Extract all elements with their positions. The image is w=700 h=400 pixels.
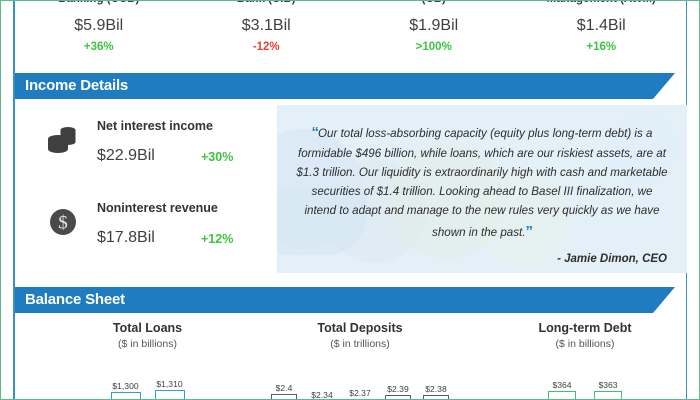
- chart-long-term-debt: Long-term Debt ($ in billions) $364 $363: [485, 321, 685, 399]
- chart-subtitle: ($ in trillions): [330, 338, 390, 350]
- income-value: $17.8Bil: [97, 229, 155, 246]
- metric-label: (CB): [350, 1, 518, 5]
- bar-shape: [594, 391, 622, 399]
- chart-subtitle: ($ in billions): [118, 338, 177, 350]
- left-guide-line: [13, 1, 15, 399]
- metric-label: Bank (CIB): [183, 1, 351, 5]
- bar-value-label: $2.4: [275, 383, 293, 393]
- bar-shape: [154, 390, 185, 399]
- bar-value-label: $2.37: [349, 388, 371, 398]
- bar-item: $2.39: [385, 384, 411, 399]
- dollar-circle-icon: $: [43, 201, 85, 243]
- metric-delta: +36%: [83, 41, 114, 53]
- metric-delta: >100%: [415, 41, 452, 53]
- chart-total-deposits: Total Deposits ($ in trillions) $2.4 $2.…: [235, 321, 485, 400]
- bar-series: $1,300 $1,310: [45, 377, 250, 399]
- bar-shape: [271, 394, 297, 399]
- bar-value-label: $363: [598, 380, 618, 390]
- ceo-quote-card: “Our total loss-absorbing capacity (equi…: [277, 105, 687, 273]
- bar-shape: [110, 392, 141, 399]
- bar-series: $2.4 $2.34 $2.37 $2.39 $2.38: [235, 377, 485, 400]
- chart-total-loans: Total Loans ($ in billions) $1,300 $1,31…: [45, 321, 250, 399]
- income-label: Net interest income: [97, 119, 214, 133]
- chart-title: Long-term Debt: [538, 321, 632, 335]
- balance-sheet-section: Total Loans ($ in billions) $1,300 $1,31…: [15, 321, 687, 400]
- bar-value-label: $1,300: [112, 381, 139, 391]
- bar-item: $2.37: [347, 388, 373, 399]
- bar-shape: [423, 395, 449, 399]
- metric-delta: -12%: [252, 41, 280, 53]
- chart-subtitle: ($ in billions): [555, 338, 615, 350]
- bar-item: $1,310: [154, 379, 185, 399]
- income-label: Noninterest revenue: [97, 201, 218, 215]
- metric-label: Banking (CCB): [15, 1, 183, 5]
- top-metrics-row: Banking (CCB) $5.9Bil +36% Bank (CIB) $3…: [15, 1, 685, 67]
- income-delta: +30%: [201, 150, 234, 164]
- metric-value: $3.1Bil: [241, 17, 291, 34]
- quote-close-icon: ”: [525, 223, 532, 241]
- metric-card-cb: (CB) $1.9Bil >100%: [350, 1, 518, 67]
- quote-text-block: “Our total loss-absorbing capacity (equi…: [295, 121, 669, 245]
- bar-item: $363: [594, 380, 622, 399]
- metric-card-cib: Bank (CIB) $3.1Bil -12%: [183, 1, 351, 67]
- bar-value-label: $2.39: [387, 384, 409, 394]
- bar-item: $2.4: [271, 383, 297, 399]
- quote-open-icon: “: [311, 124, 319, 141]
- chart-title: Total Deposits: [317, 321, 403, 335]
- quote-author: - Jamie Dimon, CEO: [557, 253, 667, 265]
- bar-item: $2.38: [423, 384, 449, 399]
- bar-item: $364: [548, 380, 576, 399]
- watermark-shape: [277, 189, 367, 255]
- bar-item: $2.34: [309, 390, 335, 400]
- income-delta: +12%: [201, 232, 234, 246]
- bar-item: $1,300: [110, 381, 141, 399]
- metric-value: $5.9Bil: [74, 17, 124, 34]
- metric-delta: +16%: [586, 41, 617, 53]
- metric-label: Management (AWM): [518, 1, 686, 5]
- bar-shape: [385, 395, 411, 399]
- section-header-income-details: Income Details: [15, 73, 675, 99]
- coin-stack-icon: [43, 119, 85, 161]
- bar-value-label: $2.34: [311, 390, 333, 400]
- income-details-section: Net interest income $22.9Bil +30% $ Noni…: [15, 105, 687, 277]
- income-value: $22.9Bil: [97, 147, 155, 164]
- income-row-net-interest-income: Net interest income $22.9Bil +30%: [15, 105, 273, 187]
- bar-value-label: $1,310: [156, 379, 183, 389]
- quote-body: Our total loss-absorbing capacity (equit…: [296, 127, 668, 240]
- metric-value: $1.9Bil: [409, 17, 459, 34]
- income-row-noninterest-revenue: $ Noninterest revenue $17.8Bil +12%: [15, 187, 273, 269]
- svg-text:$: $: [58, 213, 68, 234]
- bar-shape: [548, 391, 576, 399]
- income-metrics-list: Net interest income $22.9Bil +30% $ Noni…: [15, 105, 273, 269]
- metric-value: $1.4Bil: [576, 17, 626, 34]
- metric-card-ccb: Banking (CCB) $5.9Bil +36%: [15, 1, 183, 67]
- chart-title: Total Loans: [112, 321, 183, 335]
- bar-value-label: $364: [552, 380, 572, 390]
- bar-value-label: $2.38: [425, 384, 447, 394]
- metric-card-awm: Management (AWM) $1.4Bil +16%: [518, 1, 686, 67]
- bar-series: $364 $363: [485, 377, 685, 399]
- section-header-balance-sheet: Balance Sheet: [15, 287, 675, 313]
